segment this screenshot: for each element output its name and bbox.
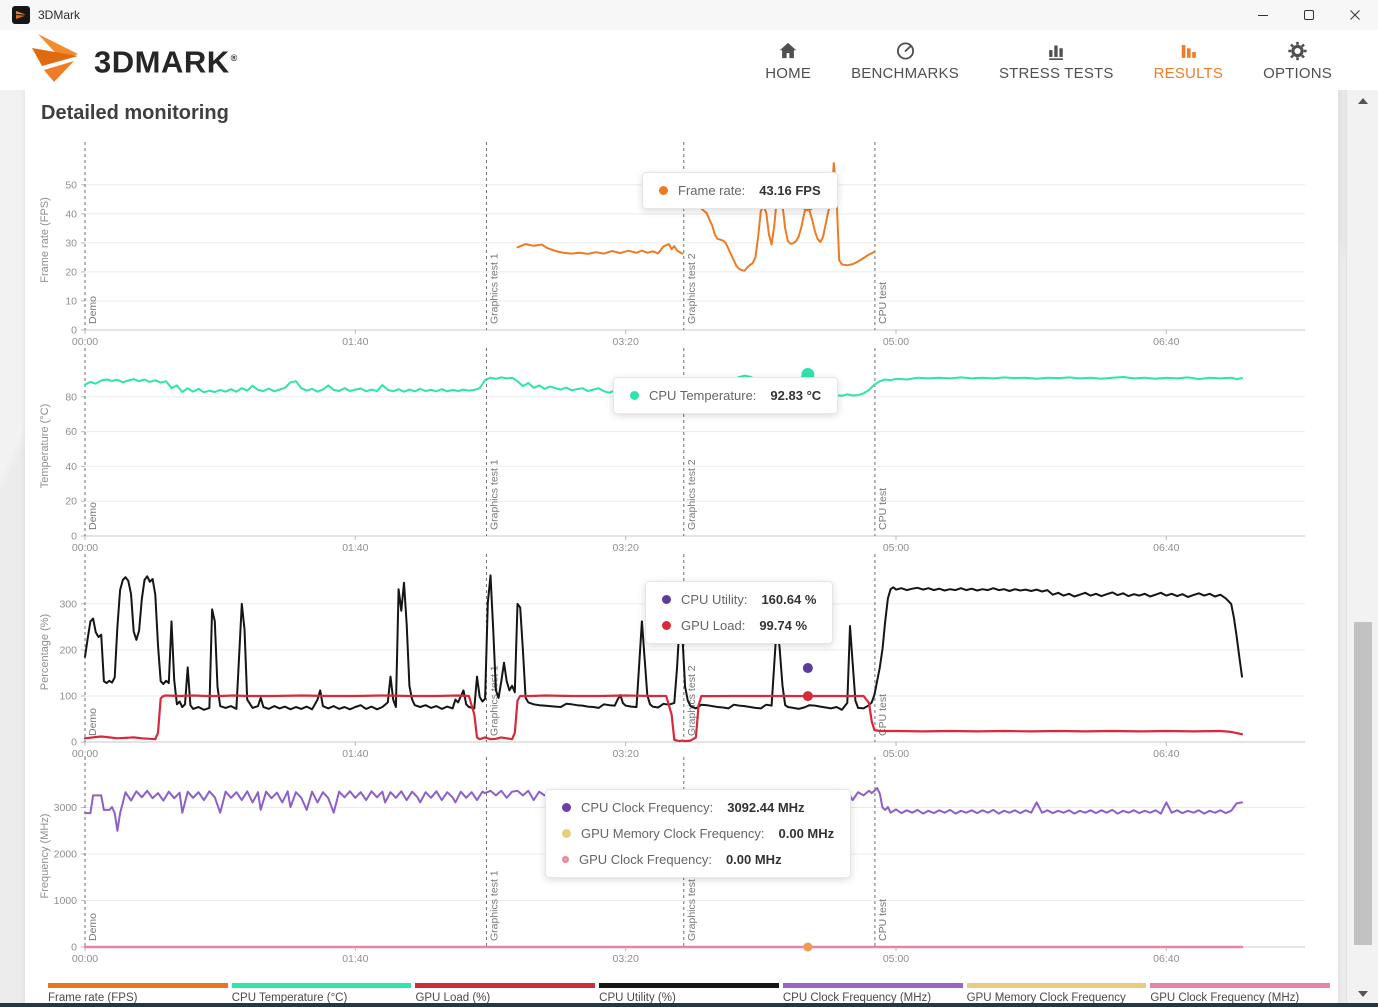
tooltip-frame-rate: Frame rate: 43.16 FPS: [642, 172, 838, 209]
title-bar: 3DMark: [0, 0, 1378, 30]
series-dot-icon: [562, 803, 571, 812]
tooltip-value: 99.74 %: [759, 618, 808, 633]
legend-label: CPU Utility (%): [599, 992, 676, 1004]
legend-color-bar: [48, 983, 228, 988]
nav-label: RESULTS: [1153, 65, 1224, 82]
nav-label: STRESS TESTS: [998, 65, 1114, 82]
nav-label: HOME: [765, 65, 812, 82]
tooltip-label: GPU Memory Clock Frequency:: [581, 826, 765, 841]
tooltip-row: CPU Temperature: 92.83 °C: [630, 388, 821, 403]
legend-color-bar: [1150, 983, 1331, 988]
legend-color-bar: [415, 983, 596, 988]
tooltip-temperature: CPU Temperature: 92.83 °C: [613, 377, 839, 414]
close-button[interactable]: [1332, 0, 1378, 30]
legend-item-gpu-clock-frequency-mhz-[interactable]: GPU Clock Frequency (MHz): [1150, 983, 1331, 1007]
tooltip-value: 43.16 FPS: [759, 183, 821, 198]
tooltip-label: Frame rate:: [678, 183, 746, 198]
tooltip-row: GPU Clock Frequency: 0.00 MHz: [562, 852, 834, 867]
tooltip-frequency: CPU Clock Frequency: 3092.44 MHz GPU Memor…: [545, 789, 852, 878]
close-icon: [1350, 10, 1360, 20]
tooltip-row: Frame rate: 43.16 FPS: [659, 183, 821, 198]
nav-label: BENCHMARKS: [851, 65, 959, 82]
logo-text: 3DMARK®: [94, 44, 238, 80]
app-header: 3DMARK® HOME BENCHMARKS STRESS TESTS RESULT…: [0, 30, 1378, 90]
legend-item-cpu-utility-[interactable]: CPU Utility (%): [599, 983, 779, 1007]
tooltip-label: GPU Load:: [681, 618, 746, 633]
series-dot-icon: [562, 829, 571, 838]
minimize-icon: [1258, 15, 1268, 16]
series-dot-icon: [662, 595, 671, 604]
results-bars-icon: [1177, 38, 1200, 62]
vertical-scrollbar[interactable]: [1346, 90, 1378, 1007]
window-title: 3DMark: [38, 8, 81, 22]
3dmark-logo-icon: [32, 33, 78, 82]
legend-color-bar: [599, 983, 779, 988]
window-bottom-edge: [0, 1003, 1378, 1007]
tooltip-label: CPU Clock Frequency:: [581, 800, 714, 815]
series-dot-icon: [630, 391, 639, 400]
nav-item-options[interactable]: OPTIONS: [1263, 38, 1332, 82]
tooltip-row: GPU Load: 99.74 %: [662, 618, 816, 633]
legend-label: CPU Clock Frequency (MHz): [782, 992, 932, 1004]
scroll-up-arrow-icon[interactable]: [1347, 92, 1378, 110]
series-dot-icon: [662, 621, 671, 630]
tooltip-value: 92.83 °C: [770, 388, 822, 403]
nav-label: OPTIONS: [1263, 65, 1332, 82]
tooltip-label: CPU Temperature:: [649, 388, 757, 403]
tooltip-label: GPU Clock Frequency:: [579, 852, 712, 867]
tooltip-row: CPU Clock Frequency: 3092.44 MHz: [562, 800, 834, 815]
series-dot-icon: [562, 856, 569, 863]
maximize-button[interactable]: [1286, 0, 1332, 30]
legend-item-frame-rate-fps-[interactable]: Frame rate (FPS): [48, 983, 228, 1007]
gear-icon: [1286, 38, 1309, 62]
series-dot-icon: [659, 186, 668, 195]
scrollbar-thumb[interactable]: [1354, 622, 1372, 945]
nav-item-benchmarks[interactable]: BENCHMARKS: [851, 38, 959, 82]
3dmark-logo: 3DMARK®: [30, 32, 238, 88]
tooltip-value: 160.64 %: [761, 592, 817, 607]
legend-label: Frame rate (FPS): [48, 992, 138, 1004]
legend-label: CPU Temperature (°C): [231, 992, 348, 1004]
tooltip-row: GPU Memory Clock Frequency: 0.00 MHz: [562, 826, 834, 841]
logo-registered-mark: ®: [230, 52, 238, 63]
page-title: Detailed monitoring: [41, 102, 229, 124]
minimize-button[interactable]: [1240, 0, 1286, 30]
tooltip-percentage: CPU Utility: 160.64 % GPU Load: 99.74 %: [645, 581, 834, 644]
legend-label: GPU Clock Frequency (MHz): [1150, 992, 1300, 1004]
legend-item-gpu-load-[interactable]: GPU Load (%): [415, 983, 596, 1007]
tooltip-value: 0.00 MHz: [725, 852, 782, 867]
tooltip-label: CPU Utility:: [681, 592, 748, 607]
maximize-icon: [1304, 10, 1314, 20]
legend-color-bar: [782, 983, 963, 988]
nav-item-home[interactable]: HOME: [765, 38, 811, 82]
gauge-icon: [894, 38, 917, 62]
chart-legend: Frame rate (FPS) CPU Temperature (°C) GPU …: [48, 983, 1331, 1007]
legend-item-cpu-clock-frequency-mhz-[interactable]: CPU Clock Frequency (MHz): [782, 983, 963, 1007]
legend-item-cpu-temperature-c-[interactable]: CPU Temperature (°C): [231, 983, 412, 1007]
tooltip-row: CPU Utility: 160.64 %: [662, 592, 816, 607]
app-icon: [12, 6, 30, 24]
tooltip-value: 0.00 MHz: [778, 826, 835, 841]
legend-color-bar: [231, 983, 412, 988]
legend-color-bar: [966, 983, 1147, 988]
tooltip-value: 3092.44 MHz: [727, 800, 805, 815]
main-nav: HOME BENCHMARKS STRESS TESTS RESULTS OPTIONS: [765, 38, 1332, 82]
nav-item-results[interactable]: RESULTS: [1154, 38, 1223, 82]
home-icon: [776, 38, 800, 62]
legend-label: GPU Load (%): [415, 992, 491, 1004]
scroll-down-arrow-icon[interactable]: [1347, 985, 1378, 1003]
nav-item-stress-tests[interactable]: STRESS TESTS: [999, 38, 1114, 82]
stress-bars-icon: [1045, 38, 1068, 62]
